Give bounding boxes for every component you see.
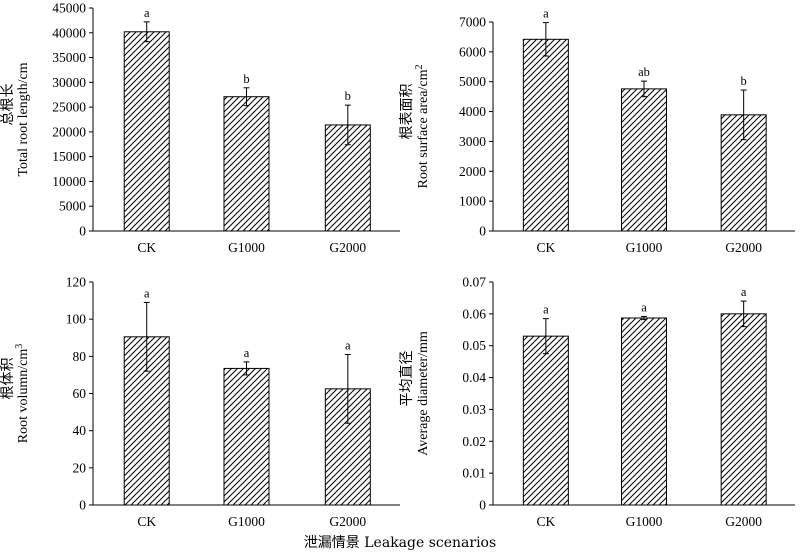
significance-label: a: [543, 303, 549, 317]
x-category-label: CK: [137, 240, 156, 255]
y-tick-label: 120: [66, 275, 87, 290]
chart-panel-4: 0 0.01 0.02 0.03 0.04 0.05 0.06 0.07 a CK a G1000 a G…: [398, 275, 795, 529]
y-tick-label: 0.07: [462, 275, 486, 290]
x-category-label: CK: [536, 240, 555, 255]
x-category-label: G1000: [626, 240, 663, 255]
x-category-label: G2000: [725, 514, 762, 529]
chart-panel-1: 0 5000 10000 15000 20000 25000 30000 35000 40000…: [0, 1, 400, 255]
y-tick-label: 0: [479, 498, 486, 513]
bar-g1000: [621, 317, 667, 506]
x-category-label: G2000: [725, 240, 762, 255]
significance-label: a: [741, 285, 747, 299]
x-category-label: G2000: [329, 240, 366, 255]
y-tick-label: 0.02: [462, 434, 486, 449]
y-tick-label: 0.04: [462, 370, 486, 385]
y-tick-label: 20: [73, 460, 87, 475]
y-tick-label: 2000: [459, 164, 486, 179]
y-tick-label: 25000: [52, 100, 86, 115]
x-category-label: G1000: [228, 514, 265, 529]
y-tick-label: 45000: [52, 1, 86, 16]
bar-ck: [522, 335, 569, 506]
y-tick-label: 1000: [459, 194, 486, 209]
y-axis-title-en: Root surface area/cm2: [414, 65, 432, 189]
bar-ck: [522, 38, 569, 232]
significance-label: a: [641, 300, 647, 314]
y-axis-title-cn: 总根长: [0, 84, 16, 126]
y-tick-label: 0.01: [462, 466, 486, 481]
y-tick-label: 15000: [52, 149, 86, 164]
significance-label: a: [345, 338, 351, 352]
y-tick-label: 10000: [52, 174, 86, 189]
y-tick-label: 3000: [459, 134, 486, 149]
y-tick-label: 7000: [459, 15, 486, 30]
y-tick-label: 80: [73, 349, 87, 364]
y-tick-label: 0: [479, 224, 486, 239]
y-axis-title-en: Total root length/cm: [16, 62, 31, 176]
significance-label: b: [243, 72, 249, 86]
significance-label: a: [144, 6, 150, 20]
x-category-label: G2000: [329, 514, 366, 529]
y-tick-label: 5000: [59, 199, 86, 214]
y-axis-title-cn: 根表面积: [399, 84, 415, 140]
x-category-label: CK: [536, 514, 555, 529]
y-axis-title-en: Average diameter/mm: [416, 331, 431, 456]
y-tick-label: 0: [79, 224, 86, 239]
significance-label: ab: [638, 65, 650, 79]
x-axis-label: 泄漏情景 Leakage scenarios: [303, 535, 497, 551]
bar-ck: [123, 31, 170, 232]
y-tick-label: 4000: [459, 104, 486, 119]
chart-panel-3: 0 20 40 60 80 100 120 a CK a G1000 a G2000 根体积 Root vo…: [0, 275, 400, 529]
y-axis-title-cn: 平均直径: [398, 351, 415, 407]
x-category-label: G1000: [626, 514, 663, 529]
y-tick-label: 20000: [52, 124, 86, 139]
y-tick-label: 0: [79, 498, 86, 513]
y-tick-label: 40000: [52, 25, 86, 40]
bar-g1000: [223, 96, 270, 232]
bar-g1000: [223, 367, 270, 506]
y-tick-label: 0.03: [462, 402, 486, 417]
bar-g1000: [621, 88, 667, 232]
significance-label: a: [244, 346, 250, 360]
x-category-label: CK: [137, 514, 156, 529]
significance-label: a: [144, 286, 150, 300]
y-axis-title-cn: 根体积: [0, 358, 16, 400]
significance-label: b: [345, 89, 351, 103]
x-category-label: G1000: [228, 240, 265, 255]
bar-g2000: [720, 313, 767, 506]
y-tick-label: 40: [73, 423, 87, 438]
significance-label: a: [543, 7, 549, 21]
y-tick-label: 5000: [459, 74, 486, 89]
y-tick-label: 0.05: [462, 338, 486, 353]
y-tick-label: 30000: [52, 75, 86, 90]
chart-panel-2: 0 1000 2000 3000 4000 5000 6000 7000 a CK ab G1000 b…: [399, 7, 795, 255]
significance-label: b: [741, 74, 747, 88]
y-tick-label: 60: [73, 386, 87, 401]
y-axis-title-en: Root volumn/cm3: [14, 344, 32, 444]
y-tick-label: 0.06: [462, 306, 486, 321]
y-tick-label: 100: [66, 312, 87, 327]
y-tick-label: 35000: [52, 50, 86, 65]
y-tick-label: 6000: [459, 44, 486, 59]
